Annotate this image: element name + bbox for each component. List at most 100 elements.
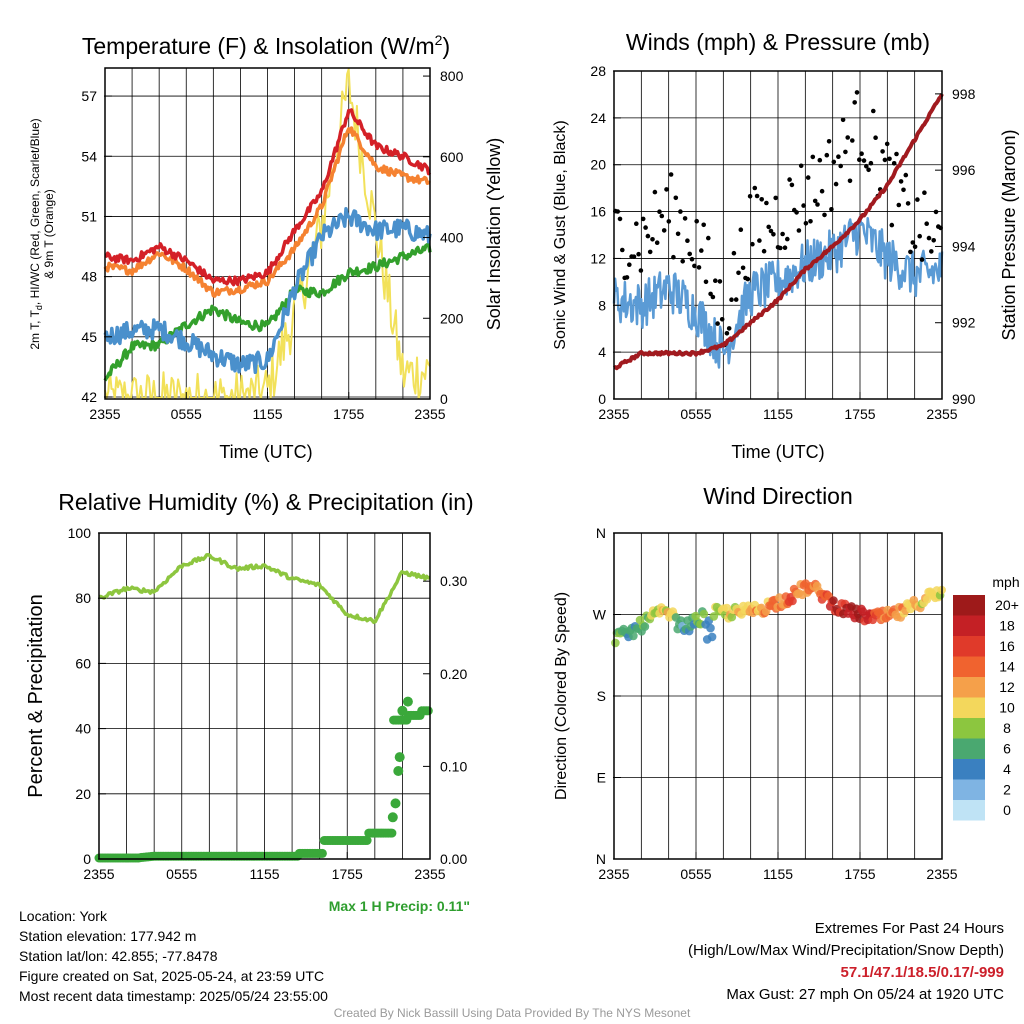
- gust-point: [812, 198, 818, 204]
- gust-point: [654, 240, 660, 245]
- y-tick-label: 20: [75, 786, 91, 802]
- gust-point: [845, 135, 850, 140]
- gust-point: [810, 154, 816, 160]
- gust-point: [901, 187, 906, 193]
- direction-point: [640, 622, 650, 631]
- gust-point: [701, 222, 706, 228]
- gust-point: [761, 248, 767, 254]
- gust-point: [678, 209, 683, 214]
- gust-point: [798, 163, 804, 169]
- colorbar-label: 2: [1003, 782, 1011, 798]
- temperature-grid: [105, 68, 430, 399]
- gust-point: [680, 259, 685, 264]
- time-tick-label: 1155: [763, 866, 793, 882]
- y2-tick-label: 0.10: [440, 758, 467, 774]
- precip-point: [362, 836, 372, 845]
- gust-point: [898, 179, 904, 184]
- gust-point: [891, 161, 897, 166]
- y-tick-label: 60: [75, 655, 91, 671]
- direction-point: [707, 632, 717, 642]
- gust-point: [624, 275, 630, 280]
- gust-point: [915, 197, 920, 202]
- gust-point: [852, 100, 857, 105]
- gust-point: [803, 221, 809, 226]
- temperature-ylabel: 2m T, Td, HI/WC (Red, Green, Scarlet/Blu…: [28, 118, 44, 349]
- y-tick-label: 28: [590, 63, 606, 79]
- winds-axes: 2355 0555 1155 1755 235504812162024289909929…: [590, 63, 975, 422]
- direction-point: [722, 603, 732, 613]
- max-gust-text: Max Gust: 27 mph On 05/24 at 1920 UTC: [726, 986, 1004, 1003]
- time-tick-label: 2355: [926, 866, 957, 882]
- temperature-title: Temperature (F) & Insolation (W/m2): [82, 32, 450, 59]
- recent-data-text: Most recent data timestamp: 2025/05/24 2…: [19, 988, 328, 1004]
- gust-point: [889, 222, 895, 228]
- gust-point: [766, 224, 771, 230]
- gust-point: [933, 209, 939, 215]
- direction-point: [775, 593, 784, 602]
- winds-grid: [614, 71, 942, 399]
- temperature-panel: Temperature (F) & Insolation (W/m2) 2355…: [28, 32, 504, 462]
- precip-point: [387, 828, 397, 838]
- y-tick-label: 0: [598, 391, 606, 407]
- gust-point: [731, 250, 737, 256]
- gust-point: [789, 182, 795, 188]
- gust-point: [650, 237, 655, 242]
- gust-point: [794, 210, 799, 215]
- colorbar-cell: [953, 636, 985, 657]
- gust-point: [640, 216, 646, 222]
- gust-point: [931, 238, 936, 243]
- gust-point: [864, 163, 869, 169]
- colorbar-label: 4: [1003, 761, 1011, 777]
- direction-point: [706, 623, 715, 633]
- winds-ylabel: Sonic Wind & Gust (Blue, Black): [552, 120, 569, 349]
- y-tick-label: 24: [590, 110, 606, 126]
- y2-tick-label: 600: [440, 149, 464, 165]
- y2-tick-label: 992: [952, 315, 976, 331]
- y-tick-label: 42: [81, 389, 97, 405]
- colorbar-cell: [953, 677, 985, 698]
- y-tick-label: 0: [83, 851, 91, 867]
- gust-point: [887, 156, 892, 162]
- time-tick-label: 0555: [680, 866, 711, 882]
- humidity-series: [94, 552, 433, 863]
- gust-point: [908, 249, 913, 255]
- time-tick-label: 0555: [171, 406, 202, 422]
- gust-point: [854, 90, 860, 95]
- gust-point: [808, 219, 813, 224]
- gust-point: [882, 157, 888, 163]
- gust-point: [634, 221, 639, 226]
- y-tick-label: 100: [68, 525, 92, 541]
- max-precip-annotation: Max 1 H Precip: 0.11": [329, 898, 470, 914]
- gust-point: [836, 154, 841, 159]
- time-tick-label: 2355: [926, 406, 957, 422]
- speed-colorbar: mph 20+ 18 16 14 12 10 8 6 4 2 0: [953, 574, 1020, 821]
- gust-point: [917, 233, 922, 239]
- gust-point: [780, 231, 785, 237]
- direction-point: [788, 596, 797, 606]
- direction-point: [922, 595, 932, 604]
- gust-point: [829, 207, 834, 212]
- time-tick-label: 1155: [252, 406, 282, 422]
- gust-point: [905, 201, 911, 206]
- gust-point: [924, 221, 929, 226]
- precip-point: [387, 812, 398, 823]
- gust-point: [850, 138, 855, 143]
- y-tick-label: E: [597, 770, 606, 786]
- temperature-series: [103, 68, 432, 399]
- latlon-text: Station lat/lon: 42.855; -77.8478: [19, 948, 218, 964]
- colorbar-cell: [953, 759, 985, 780]
- gust-point: [801, 203, 806, 208]
- y2-tick-label: 990: [952, 391, 976, 407]
- gust-point: [833, 181, 839, 187]
- direction-panel: Wind Direction 2355 0555 1155 1755 2355NESWN…: [553, 483, 1020, 882]
- gust-point: [805, 175, 811, 180]
- y-tick-label: N: [596, 525, 606, 541]
- gust-point: [831, 159, 837, 165]
- colorbar-label: 10: [999, 700, 1015, 716]
- gust-point: [643, 225, 648, 230]
- time-tick-label: 1755: [332, 866, 363, 882]
- humidity-grid: [99, 533, 430, 859]
- gust-point: [873, 135, 878, 140]
- gust-point: [840, 117, 846, 123]
